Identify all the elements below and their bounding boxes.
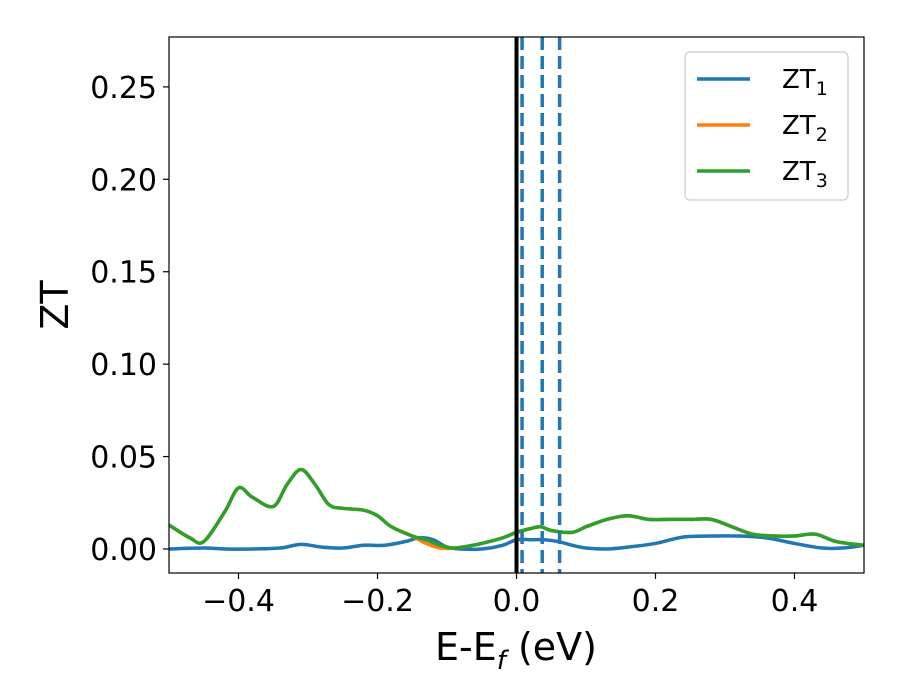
x-axis-title-main: E-E	[435, 625, 497, 669]
plot-area	[169, 37, 864, 573]
x-axis: −0.4 −0.2 0.0 0.2 0.4	[202, 573, 818, 619]
y-tick-label: 0.05	[90, 441, 157, 476]
legend-label-zt1: ZT1	[782, 65, 828, 100]
reference-lines	[514, 37, 562, 573]
y-tick-label: 0.10	[90, 348, 157, 383]
series-line-zt3	[169, 467, 864, 550]
series-line-zt1	[169, 534, 864, 552]
x-tick-label: −0.4	[202, 584, 275, 619]
x-axis-title-unit: (eV)	[506, 625, 597, 669]
y-axis-title: ZT	[33, 280, 77, 330]
legend: ZT1 ZT2 ZT3	[684, 51, 849, 201]
legend-label-zt2: ZT2	[782, 111, 828, 146]
y-tick-label: 0.20	[90, 163, 157, 198]
x-axis-title: E-Ef (eV)	[435, 625, 597, 676]
x-tick-label: 0.4	[771, 584, 819, 619]
y-tick-label: 0.15	[90, 256, 157, 291]
series-layer	[169, 467, 864, 552]
x-tick-label: 0.0	[493, 584, 541, 619]
y-tick-label: 0.25	[90, 71, 157, 106]
legend-label-zt3: ZT3	[782, 157, 828, 192]
x-tick-label: −0.2	[341, 584, 414, 619]
y-axis: 0.00 0.05 0.10 0.15 0.20 0.25	[90, 71, 169, 568]
x-tick-label: 0.2	[632, 584, 680, 619]
legend-box	[684, 51, 849, 201]
y-tick-label: 0.00	[90, 533, 157, 568]
